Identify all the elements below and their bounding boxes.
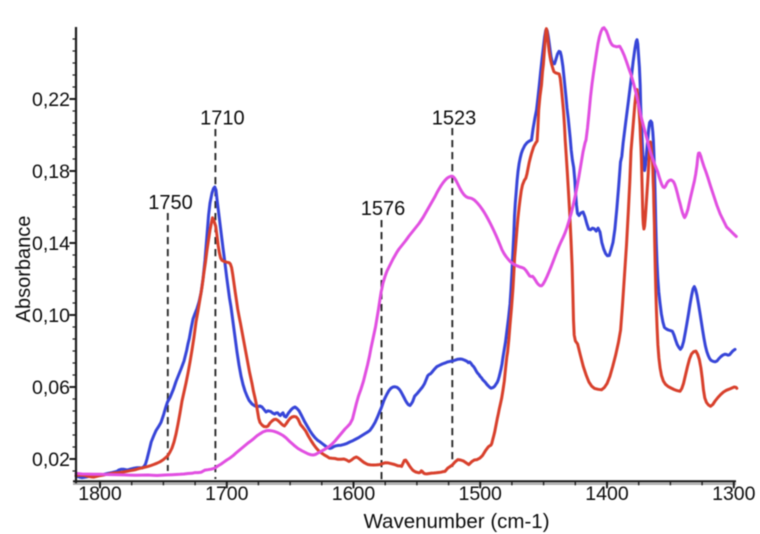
- svg-text:1710: 1710: [200, 108, 245, 130]
- svg-text:0,10: 0,10: [32, 305, 70, 327]
- svg-text:1750: 1750: [148, 192, 193, 214]
- svg-text:1300: 1300: [712, 483, 756, 505]
- svg-text:1523: 1523: [432, 108, 477, 130]
- svg-text:1700: 1700: [205, 483, 249, 505]
- svg-text:1800: 1800: [78, 483, 122, 505]
- svg-text:Wavenumber (cm-1): Wavenumber (cm-1): [363, 510, 549, 533]
- svg-text:1576: 1576: [361, 198, 406, 220]
- svg-text:1500: 1500: [459, 483, 503, 505]
- svg-text:0,02: 0,02: [32, 449, 70, 471]
- svg-text:1400: 1400: [585, 483, 629, 505]
- svg-text:0,18: 0,18: [32, 161, 70, 183]
- svg-text:0,06: 0,06: [32, 377, 70, 399]
- svg-text:0,22: 0,22: [32, 89, 70, 111]
- svg-text:0,14: 0,14: [32, 233, 70, 255]
- svg-text:Absorbance: Absorbance: [13, 216, 35, 323]
- svg-text:1600: 1600: [332, 483, 376, 505]
